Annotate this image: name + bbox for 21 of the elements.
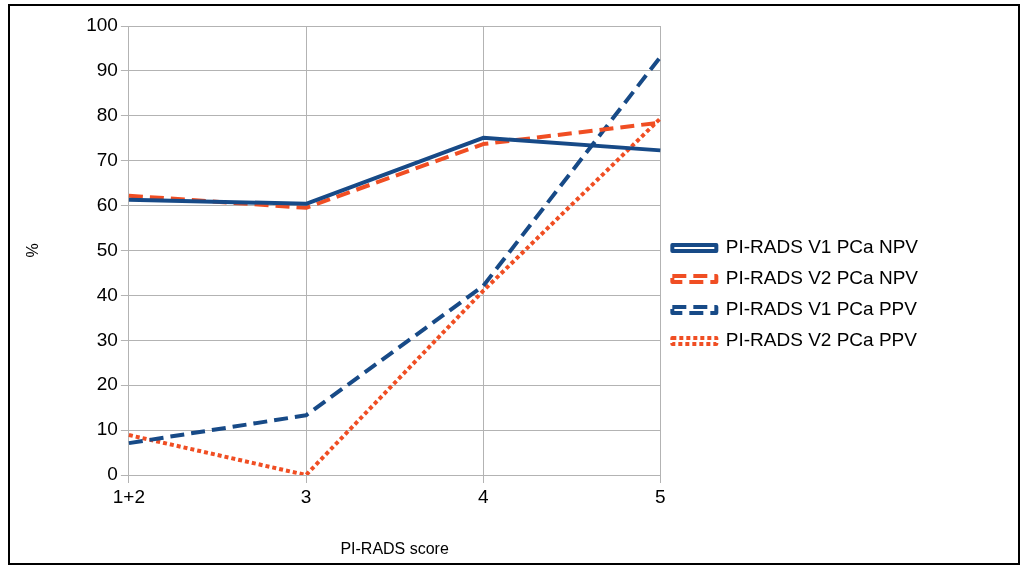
- legend-label: PI-RADS V1 PCa NPV: [725, 236, 919, 258]
- y-tick-label: 30: [96, 328, 118, 350]
- legend-label: PI-RADS V2 PCa PPV: [725, 329, 918, 351]
- legend-label: PI-RADS V1 PCa PPV: [725, 298, 918, 320]
- y-tick-label: 60: [96, 193, 118, 215]
- y-axis-title: %: [24, 243, 42, 258]
- x-tick-label: 5: [655, 485, 666, 507]
- y-tick-label: 10: [96, 418, 118, 440]
- x-tick-label: 1+2: [112, 485, 146, 507]
- y-tick-label: 70: [96, 148, 118, 170]
- legend-label: PI-RADS V2 PCa NPV: [725, 267, 919, 289]
- y-tick-label: 50: [96, 238, 118, 260]
- x-tick-label: 4: [477, 485, 489, 507]
- y-tick-label: 90: [96, 59, 118, 81]
- x-axis-title: PI-RADS score: [340, 539, 449, 557]
- y-tick-label: 100: [86, 14, 118, 36]
- y-tick-label: 20: [96, 373, 118, 395]
- y-tick-label: 0: [107, 463, 118, 485]
- x-tick-label: 3: [300, 485, 312, 507]
- y-tick-label: 80: [96, 104, 118, 126]
- y-tick-label: 40: [96, 283, 118, 305]
